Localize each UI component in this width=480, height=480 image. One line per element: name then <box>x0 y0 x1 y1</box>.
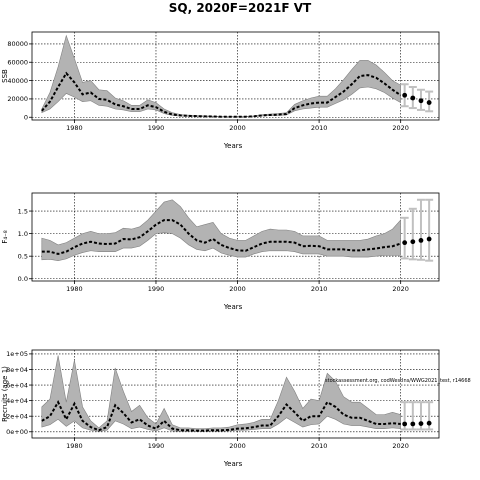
forecast-point <box>426 236 432 242</box>
y-tick-label: 80000 <box>7 40 28 48</box>
x-tick-label: 2010 <box>311 442 328 450</box>
y-tick-label: 0 <box>24 114 28 122</box>
x-axis-label: Years <box>223 142 243 150</box>
x-tick-label: 2010 <box>311 285 328 293</box>
panels: 1980 1990 2000 2010 2020 0 20000 40000 60000 8000… <box>1 31 440 468</box>
x-tick-label: 2000 <box>229 442 246 450</box>
forecast-point <box>418 98 424 104</box>
forecast-point <box>410 95 416 101</box>
source-note: stockassessment.org, codWestIns/WWG2021_… <box>325 378 471 384</box>
x-axis-label: Years <box>223 460 243 468</box>
x-tick-label: 1990 <box>148 285 165 293</box>
panel-ssb: 1980 1990 2000 2010 2020 0 20000 40000 60000 8000… <box>1 31 440 150</box>
forecast-point <box>410 421 416 427</box>
chart-title: SQ, 2020F=2021F VT <box>169 1 312 15</box>
y-tick-label: 20000 <box>7 95 28 103</box>
y-tick-label: 4e+04 <box>6 397 28 405</box>
confidence-band <box>41 355 401 432</box>
x-tick-label: 1980 <box>66 442 83 450</box>
confidence-band <box>41 34 401 118</box>
forecast-point <box>426 100 432 105</box>
confidence-band <box>41 199 401 261</box>
x-tick-label: 1990 <box>148 124 165 132</box>
plot-frame <box>31 192 440 282</box>
y-tick-label: 1e+05 <box>6 350 28 358</box>
panel-f: 1980 1990 2000 2010 2020 0.0 0.5 1.0 1.5 Years F₄₋… <box>1 192 440 311</box>
y-tick-label: 8e+04 <box>6 366 28 374</box>
x-tick-label: 2000 <box>229 124 246 132</box>
y-tick-label: 0e+00 <box>6 428 28 436</box>
estimate-line <box>41 400 401 432</box>
y-axis-label: Recruits (age 1) <box>1 366 9 422</box>
y-axis-label: SSB <box>1 69 9 83</box>
y-axis-label: F₄₋₈ <box>1 230 9 244</box>
forecast-point <box>402 92 408 98</box>
x-tick-label: 2010 <box>311 124 328 132</box>
plot-frame <box>31 349 440 439</box>
panel-recruits: 1980 1990 2000 2010 2020 0e+00 2e+04 4e+04 6e+04… <box>1 349 440 468</box>
plot-frame <box>31 31 440 121</box>
y-tick-label: 40000 <box>7 77 28 85</box>
forecast-point <box>410 239 416 245</box>
x-tick-label: 2020 <box>392 442 409 450</box>
forecast-point <box>426 420 432 426</box>
x-tick-label: 2020 <box>392 285 409 293</box>
forecast-point <box>402 421 408 427</box>
x-tick-label: 1990 <box>148 442 165 450</box>
y-tick-label: 0.5 <box>18 252 28 260</box>
y-tick-label: 1.5 <box>18 207 28 215</box>
forecast-point <box>418 421 424 426</box>
y-tick-label: 60000 <box>7 59 28 67</box>
y-tick-label: 1.0 <box>18 230 28 238</box>
forecast-point <box>402 240 408 246</box>
estimate-line <box>41 219 401 255</box>
x-tick-label: 1980 <box>66 124 83 132</box>
x-tick-label: 1980 <box>66 285 83 293</box>
y-tick-label: 2e+04 <box>6 412 28 420</box>
x-tick-label: 2000 <box>229 285 246 293</box>
y-tick-label: 6e+04 <box>6 381 28 389</box>
y-tick-label: 0.0 <box>18 275 28 283</box>
forecast-point <box>418 237 424 243</box>
x-axis-label: Years <box>223 303 243 311</box>
x-tick-label: 2020 <box>392 124 409 132</box>
estimate-line <box>41 71 402 118</box>
